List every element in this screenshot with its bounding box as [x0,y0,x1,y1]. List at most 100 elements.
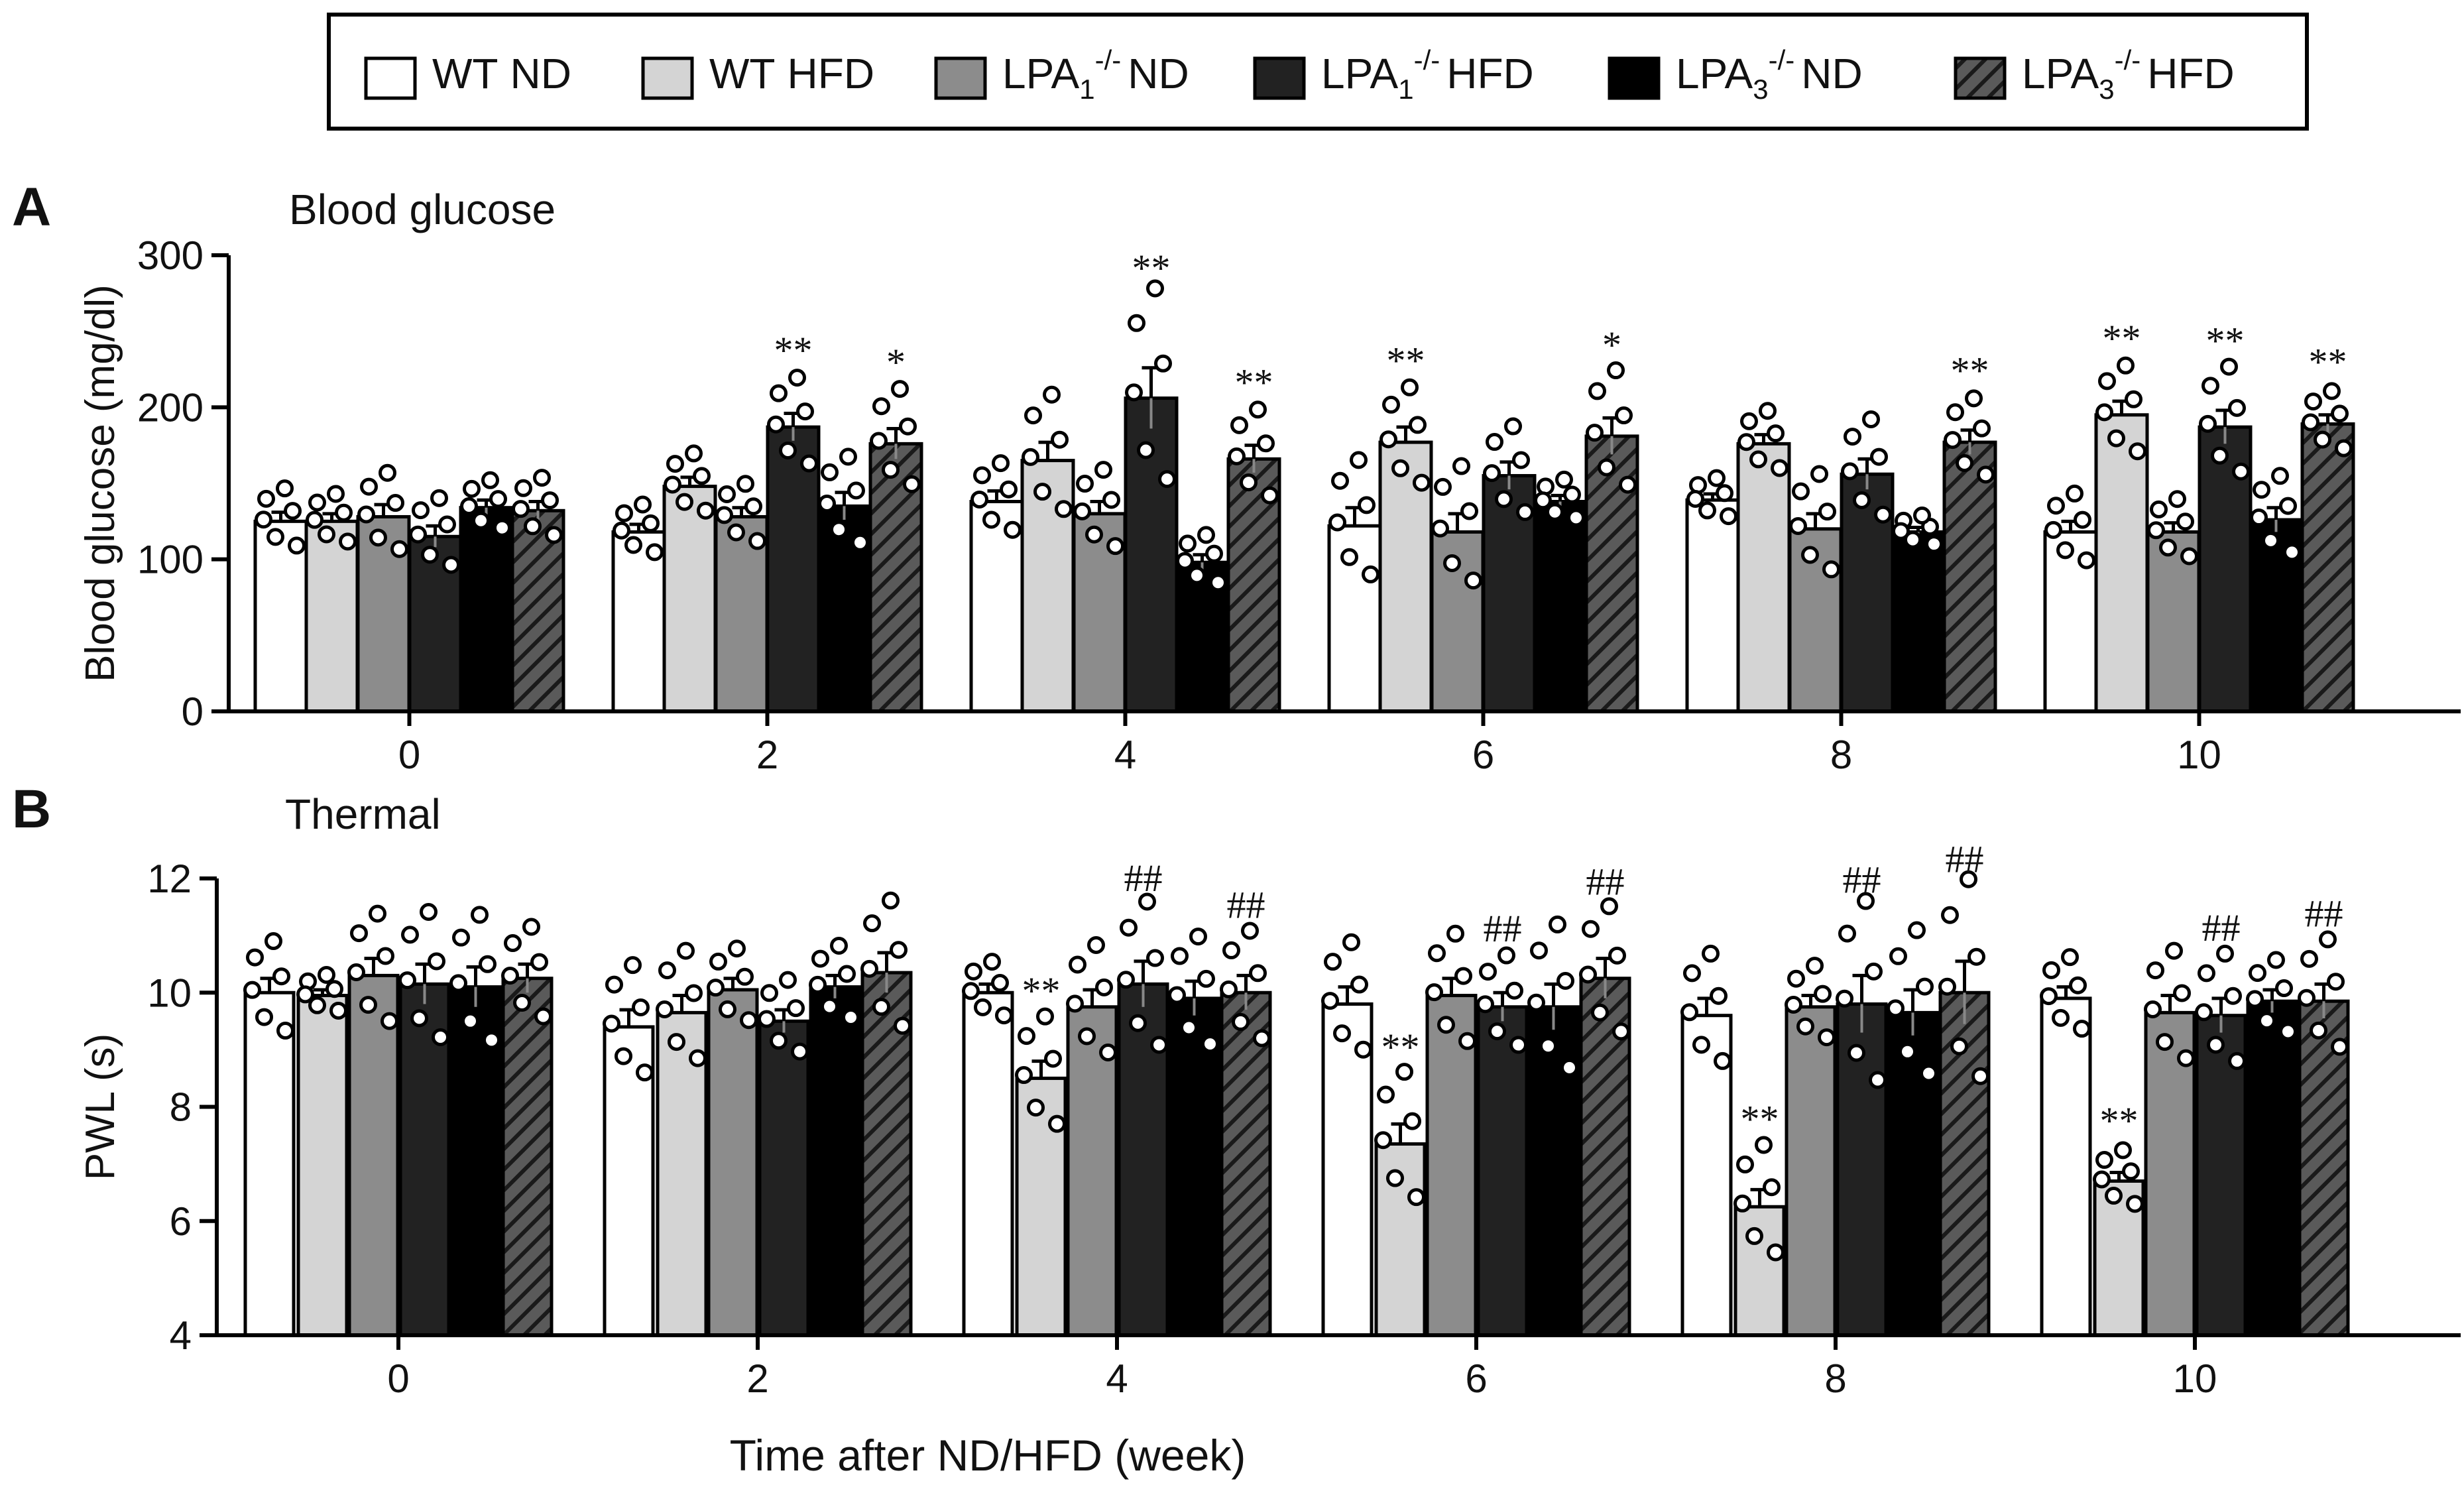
points-lpa3-hfd-week-10 [2298,930,2349,1056]
points-wt-hfd-week-2 [664,444,715,520]
data-point [1534,491,1552,510]
points-wt-hfd-week-0 [306,485,357,551]
bar-lpa1-nd-week-0 [347,973,400,1337]
data-point [1865,962,1883,981]
data-point [1716,484,1733,503]
data-point [1836,989,1853,1008]
data-point [613,521,630,540]
data-point [2146,961,2164,980]
data-point [1220,980,1238,998]
data-point [2159,538,2177,557]
y-tick-label: 10 [147,971,192,1015]
data-point [1505,981,1523,1000]
data-point [1018,1027,1035,1046]
data-point [335,503,353,522]
data-point [1692,1036,1710,1054]
data-point [1051,430,1069,449]
significance-marker: * [886,341,906,384]
data-point [428,952,445,971]
data-point [2220,357,2238,376]
points-lpa1-hfd-week-8 [1841,410,1892,524]
y-tick-label: 300 [137,233,204,278]
data-point [1892,522,1910,540]
data-point [1567,509,1585,527]
data-point [1078,1027,1096,1046]
data-point [1736,1155,1754,1173]
data-point [377,947,394,965]
data-point [1321,992,1339,1010]
data-point [1549,915,1566,933]
data-point [359,996,377,1014]
legend-label: LPA3-/- HFD [2022,44,2235,105]
data-point [709,952,727,971]
data-point [2300,949,2318,968]
points-lpa1-nd-week-8 [1785,957,1836,1047]
data-point [2258,1012,2276,1030]
data-point [306,510,323,529]
data-point [983,953,1001,971]
data-point [882,461,900,479]
data-point [1920,1064,1938,1083]
data-point [656,1000,674,1018]
data-point [624,536,642,554]
data-point [534,1007,552,1026]
data-point [1560,1058,1578,1077]
data-point [1168,986,1186,1004]
points-lpa1-nd-week-2 [715,475,766,550]
data-point [1094,461,1112,479]
data-point [1796,1017,1814,1036]
data-point [308,996,326,1014]
points-lpa3-nd-week-10 [2250,467,2301,562]
data-point [719,1000,736,1018]
significance-marker: ** [1381,1026,1420,1069]
bar-lpa3-nd-week-10 [2246,999,2298,1337]
points-lpa3-hfd-week-2 [870,380,921,493]
legend-frame [327,13,2309,131]
points-wt-hfd-week-6 [1374,1063,1425,1207]
points-lpa3-hfd-week-8 [1938,870,1989,1085]
data-point [481,471,499,489]
points-wt-nd-week-2 [613,495,664,562]
points-lpa3-nd-week-8 [1892,507,1943,554]
data-point [1106,537,1124,556]
data-point [1407,1188,1425,1207]
bar-wt-nd-week-10 [2040,996,2092,1337]
y-tick-label: 0 [182,689,204,734]
data-point [2165,941,2183,960]
data-point [1488,1022,1506,1041]
data-point [809,975,827,994]
data-point [1087,936,1105,955]
points-lpa1-hfd-week-10 [2199,357,2250,481]
bar-wt-hfd-week-0 [296,994,349,1337]
points-lpa3-hfd-week-2 [860,891,911,1035]
data-point [1539,1037,1557,1055]
significance-marker: ## [1124,857,1163,900]
points-lpa1-hfd-week-6 [1476,946,1527,1054]
data-point [788,369,806,387]
data-point [973,466,991,485]
data-point [2098,372,2116,390]
data-point [2271,467,2289,485]
data-point [1176,552,1194,570]
data-point [1916,977,1934,996]
data-point [1908,921,1926,939]
data-point [970,490,988,509]
data-point [1350,451,1368,469]
data-point [1588,382,1606,400]
data-point [1128,314,1145,332]
data-point [541,491,559,510]
data-point [2093,1170,2111,1189]
data-point [2125,390,2142,408]
data-point [1763,1178,1781,1197]
y-tick-label: 8 [170,1085,192,1130]
data-point [1048,1114,1066,1133]
data-point [1350,975,1368,994]
data-point [463,479,481,498]
data-point [2061,948,2079,967]
bar-lpa3-nd-week-6 [1527,1005,1580,1337]
data-point [1340,548,1358,566]
data-point [2335,439,2353,457]
data-point [513,994,531,1012]
data-point [1787,969,1805,988]
data-point [1129,1014,1147,1032]
